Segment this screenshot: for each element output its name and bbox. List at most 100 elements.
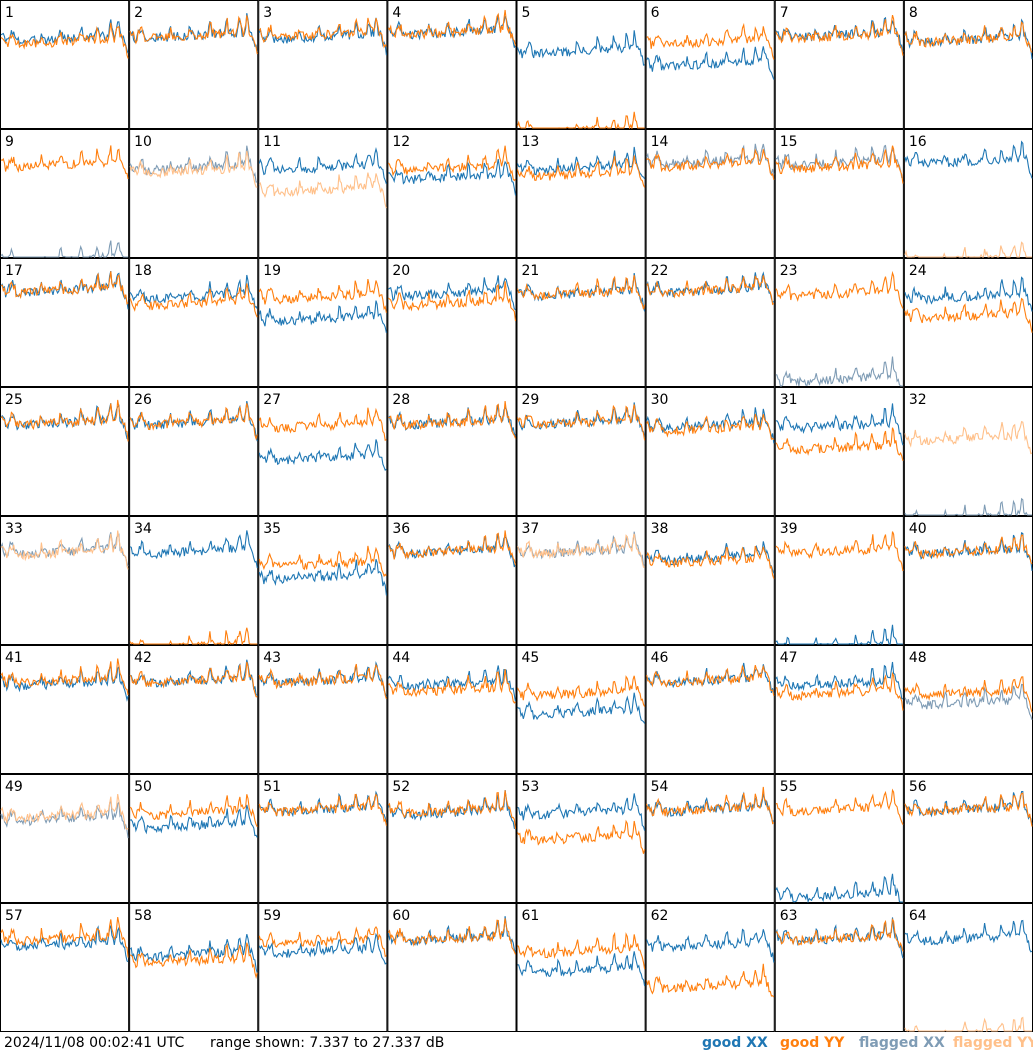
panel-37: 37 [516, 516, 646, 645]
panel-label: 5 [522, 5, 531, 21]
panel-frame [774, 129, 904, 258]
trace-xx-panel-32 [904, 497, 1032, 517]
trace-yy-panel-60 [387, 918, 517, 955]
panel-frame [258, 258, 388, 387]
panel-49: 49 [0, 774, 130, 903]
panel-21: 21 [516, 258, 646, 387]
panel-label: 10 [134, 134, 152, 150]
panel-label: 27 [263, 392, 281, 408]
panel-label: 22 [651, 263, 669, 279]
panel-label: 36 [392, 521, 410, 537]
panel-58: 58 [129, 903, 259, 1032]
panel-label: 45 [522, 650, 540, 666]
trace-yy-panel-38 [646, 545, 775, 579]
panel-label: 42 [134, 650, 152, 666]
panel-label: 62 [651, 908, 669, 924]
panel-2: 2 [129, 0, 259, 129]
trace-yy-panel-27 [258, 407, 387, 442]
panel-label: 35 [263, 521, 281, 537]
panel-frame [129, 645, 259, 774]
trace-yy-panel-53 [517, 819, 646, 854]
trace-xx-panel-18 [129, 274, 258, 309]
panel-36: 36 [387, 516, 517, 645]
panel-label: 15 [780, 134, 798, 150]
trace-yy-panel-59 [258, 926, 387, 958]
trace-xx-panel-12 [388, 159, 517, 196]
panel-14: 14 [645, 129, 775, 258]
trace-yy-panel-11 [258, 172, 387, 209]
panel-label: 44 [392, 650, 410, 666]
trace-xx-panel-8 [904, 18, 1033, 60]
panel-frame [645, 129, 775, 258]
panel-frame [516, 645, 646, 774]
trace-yy-panel-48 [904, 676, 1033, 713]
panel-7: 7 [774, 0, 904, 129]
panel-label: 55 [780, 779, 798, 795]
trace-yy-panel-10 [129, 150, 258, 188]
trace-xx-panel-62 [646, 928, 775, 963]
trace-yy-panel-28 [388, 401, 517, 439]
panel-24: 24 [903, 258, 1033, 387]
panel-1: 1 [0, 0, 130, 129]
panel-frame [387, 516, 517, 645]
panel-42: 42 [129, 645, 259, 774]
panel-frame [516, 129, 646, 258]
panel-frame [0, 903, 130, 1032]
panel-33: 33 [0, 516, 130, 645]
panel-label: 54 [651, 779, 669, 795]
panel-frame [0, 258, 130, 387]
trace-yy-panel-26 [129, 403, 258, 441]
panel-61: 61 [516, 903, 646, 1032]
panel-frame [903, 774, 1033, 903]
panel-label: 37 [522, 521, 540, 537]
trace-yy-panel-7 [775, 14, 904, 56]
trace-yy-panel-16 [904, 241, 1032, 258]
panel-label: 46 [651, 650, 669, 666]
panel-frame [903, 387, 1033, 516]
panel-label: 8 [909, 5, 918, 21]
panel-5: 5 [516, 0, 646, 131]
panel-label: 25 [5, 392, 23, 408]
panel-38: 38 [645, 516, 775, 645]
panel-label: 43 [263, 650, 281, 666]
panel-label: 52 [392, 779, 410, 795]
trace-yy-panel-34 [129, 627, 258, 646]
footer-bar: 2024/11/08 00:02:41 UTC range shown: 7.3… [0, 1033, 1033, 1053]
panel-31: 31 [774, 387, 904, 516]
trace-yy-panel-14 [646, 147, 775, 180]
trace-yy-panel-54 [646, 786, 775, 825]
panel-label: 31 [780, 392, 798, 408]
panel-label: 23 [780, 263, 798, 279]
panel-frame [903, 0, 1033, 129]
trace-yy-panel-39 [775, 531, 904, 572]
panel-frame [774, 0, 904, 129]
trace-yy-panel-47 [775, 671, 904, 711]
panel-label: 30 [651, 392, 669, 408]
panel-26: 26 [129, 387, 259, 516]
panel-label: 2 [134, 5, 143, 21]
panel-30: 30 [645, 387, 775, 516]
panel-60: 60 [387, 903, 517, 1032]
panel-label: 13 [522, 134, 540, 150]
trace-xx-panel-45 [517, 692, 646, 724]
panel-52: 52 [387, 774, 517, 903]
panel-frame [387, 129, 517, 258]
panel-label: 4 [392, 5, 401, 21]
panel-9: 9 [0, 129, 130, 259]
panel-8: 8 [903, 0, 1033, 129]
trace-yy-panel-17 [0, 271, 129, 305]
trace-yy-panel-41 [0, 658, 129, 696]
panel-label: 16 [909, 134, 927, 150]
legend-good-xx: good XX [702, 1035, 768, 1051]
panel-frame [387, 903, 517, 1032]
panel-frame [903, 516, 1033, 645]
trace-yy-panel-20 [388, 281, 517, 322]
trace-xx-panel-44 [387, 665, 517, 702]
panel-label: 41 [5, 650, 23, 666]
panel-frame [903, 645, 1033, 774]
panel-57: 57 [0, 903, 130, 1032]
panel-label: 58 [134, 908, 152, 924]
panel-40: 40 [903, 516, 1033, 645]
trace-yy-panel-64 [904, 1016, 1032, 1032]
timestamp-text: 2024/11/08 00:02:41 UTC [4, 1035, 185, 1051]
